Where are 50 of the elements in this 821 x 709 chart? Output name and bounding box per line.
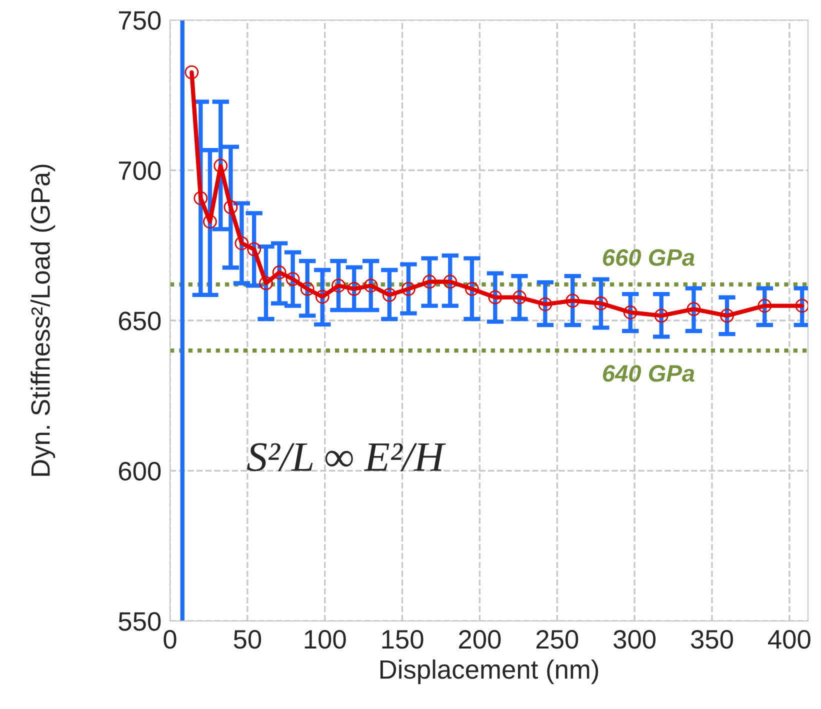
y-tick-label: 550 <box>118 612 161 631</box>
point <box>795 298 808 313</box>
point <box>259 276 273 290</box>
point <box>364 278 378 293</box>
point <box>402 282 416 296</box>
point <box>234 236 249 250</box>
x-tick-label: 400 <box>768 630 810 649</box>
x-tick-label: 150 <box>382 630 424 649</box>
point <box>686 302 701 316</box>
x-tick-label: 300 <box>614 630 656 649</box>
y-axis-title: Dyn. Stiffness²/Load (GPa) <box>30 164 56 476</box>
annotation: S²/L ∞ E²/H <box>247 443 446 472</box>
point <box>286 272 300 286</box>
y-tick-label: 650 <box>118 312 161 330</box>
point <box>566 294 580 308</box>
x-tick-label: 50 <box>234 630 262 649</box>
point <box>488 290 502 304</box>
x-tick-label: 250 <box>536 630 578 649</box>
point <box>347 282 362 296</box>
x-tick-label: 100 <box>304 630 346 649</box>
point <box>720 308 734 323</box>
point <box>594 296 608 310</box>
point <box>203 214 217 229</box>
x-tick-label: 200 <box>459 630 501 649</box>
point <box>214 158 228 173</box>
y-tick-label: 700 <box>118 161 161 180</box>
point <box>422 274 436 289</box>
point <box>623 305 638 320</box>
point <box>443 274 458 289</box>
point <box>315 290 330 304</box>
y-tick-label: 600 <box>118 462 161 481</box>
point <box>194 191 208 206</box>
point <box>272 265 286 280</box>
x-axis-title: Displacement (nm) <box>380 659 598 684</box>
point <box>224 200 238 214</box>
x-tick-label: 350 <box>690 630 733 649</box>
point <box>382 288 396 302</box>
point <box>332 278 346 293</box>
point <box>654 308 668 323</box>
x-tick-label: 0 <box>164 630 176 649</box>
point <box>512 290 526 304</box>
y-tick-label: 750 <box>118 11 161 30</box>
point <box>300 282 314 296</box>
ref-line-label: 660 GPa <box>603 249 694 266</box>
ref-line-label: 640 GPa <box>603 365 694 382</box>
point <box>758 298 772 313</box>
point <box>184 65 199 80</box>
point <box>538 297 552 312</box>
point <box>465 282 479 296</box>
point <box>247 242 262 256</box>
